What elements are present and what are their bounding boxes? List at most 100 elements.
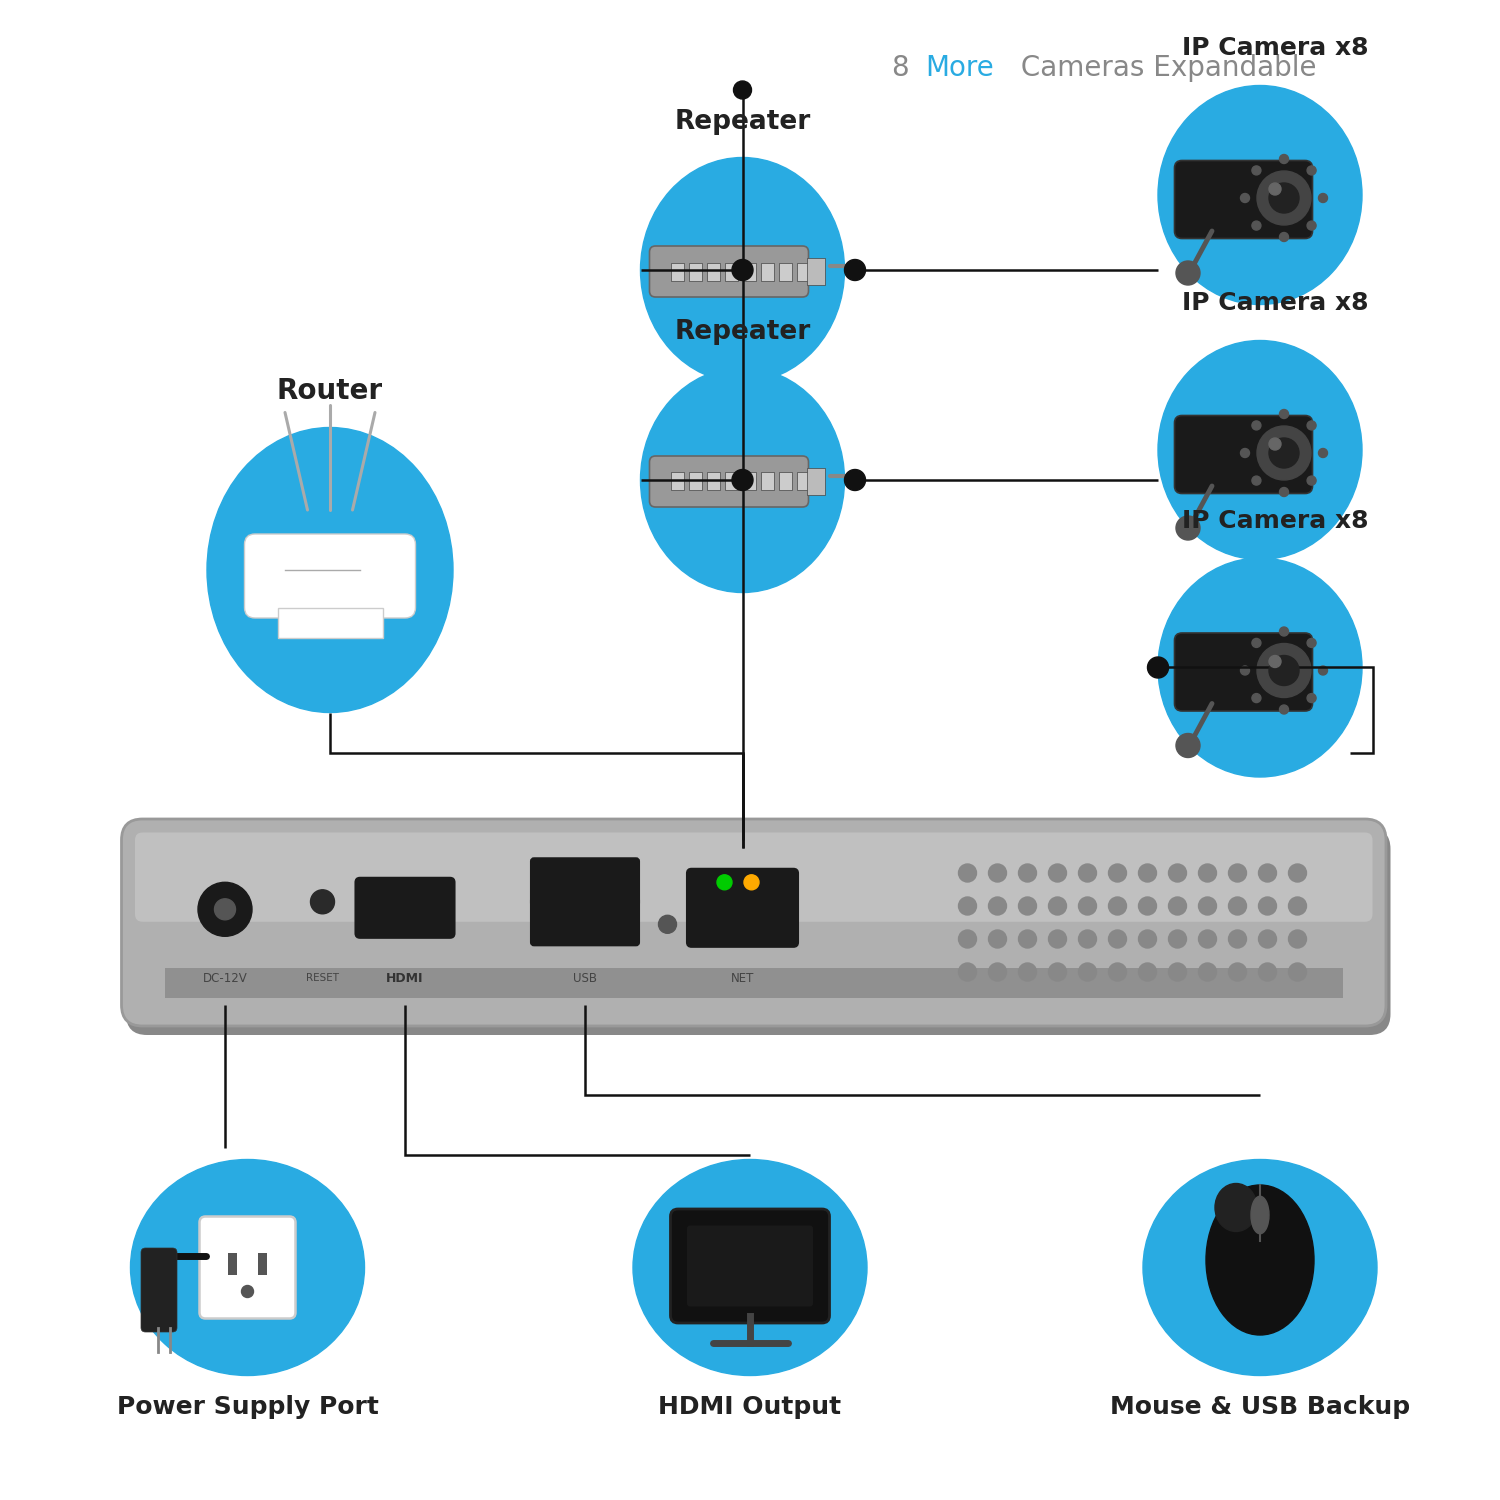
Circle shape	[1240, 448, 1250, 458]
FancyBboxPatch shape	[356, 878, 454, 938]
Circle shape	[1138, 930, 1156, 948]
Circle shape	[310, 890, 334, 914]
Text: USB: USB	[573, 972, 597, 984]
Ellipse shape	[633, 1160, 867, 1376]
Ellipse shape	[1206, 1185, 1314, 1335]
Circle shape	[1269, 656, 1281, 668]
Bar	[670, 262, 684, 280]
Circle shape	[1168, 897, 1186, 915]
Circle shape	[1269, 183, 1281, 195]
Circle shape	[1252, 639, 1262, 648]
Circle shape	[1257, 171, 1311, 225]
FancyBboxPatch shape	[687, 868, 798, 946]
Bar	[760, 262, 774, 280]
Text: Repeater: Repeater	[675, 110, 810, 135]
Bar	[778, 262, 792, 280]
Circle shape	[1019, 897, 1036, 915]
Text: DC-12V: DC-12V	[202, 972, 248, 984]
Circle shape	[1108, 963, 1126, 981]
Circle shape	[1280, 627, 1288, 636]
FancyBboxPatch shape	[122, 819, 1386, 1026]
Ellipse shape	[207, 427, 453, 712]
Circle shape	[1318, 448, 1328, 458]
Circle shape	[1258, 864, 1276, 882]
Circle shape	[658, 915, 676, 933]
Circle shape	[1306, 693, 1316, 702]
Circle shape	[1048, 864, 1066, 882]
FancyBboxPatch shape	[531, 897, 639, 945]
Circle shape	[732, 260, 753, 280]
Circle shape	[1280, 705, 1288, 714]
Ellipse shape	[1251, 1197, 1269, 1233]
Text: 8: 8	[892, 54, 920, 81]
Circle shape	[1258, 897, 1276, 915]
Circle shape	[242, 1286, 254, 1298]
FancyBboxPatch shape	[126, 828, 1391, 1035]
Circle shape	[744, 874, 759, 890]
Circle shape	[1288, 897, 1306, 915]
Circle shape	[988, 963, 1006, 981]
Circle shape	[1176, 516, 1200, 540]
Bar	[228, 1252, 237, 1275]
Bar	[258, 1252, 267, 1275]
Ellipse shape	[1158, 558, 1362, 777]
Text: IP Camera x8: IP Camera x8	[1182, 509, 1368, 532]
Circle shape	[1306, 166, 1316, 176]
Circle shape	[1228, 930, 1246, 948]
Ellipse shape	[130, 1160, 364, 1376]
Circle shape	[198, 882, 252, 936]
Circle shape	[1048, 897, 1066, 915]
Circle shape	[1306, 220, 1316, 230]
Circle shape	[844, 470, 865, 490]
Circle shape	[1269, 656, 1299, 686]
Circle shape	[1228, 963, 1246, 981]
Circle shape	[1252, 476, 1262, 484]
Circle shape	[1280, 488, 1288, 496]
Text: NET: NET	[730, 972, 754, 984]
Bar	[724, 472, 738, 490]
Circle shape	[1078, 963, 1096, 981]
Circle shape	[1228, 897, 1246, 915]
Circle shape	[1138, 897, 1156, 915]
Circle shape	[958, 864, 976, 882]
Circle shape	[1240, 194, 1250, 202]
Bar	[742, 262, 756, 280]
Bar	[706, 472, 720, 490]
Circle shape	[1306, 639, 1316, 648]
Bar	[760, 472, 774, 490]
FancyBboxPatch shape	[141, 1248, 177, 1332]
Ellipse shape	[640, 158, 844, 382]
Circle shape	[1280, 410, 1288, 419]
Circle shape	[1198, 963, 1216, 981]
Circle shape	[732, 470, 753, 490]
FancyBboxPatch shape	[244, 534, 416, 618]
Ellipse shape	[640, 368, 844, 592]
Circle shape	[1019, 963, 1036, 981]
Circle shape	[1148, 657, 1168, 678]
Text: HDMI: HDMI	[387, 972, 423, 984]
Circle shape	[1176, 261, 1200, 285]
Circle shape	[1269, 438, 1299, 468]
Circle shape	[1257, 644, 1311, 698]
Circle shape	[1168, 963, 1186, 981]
Circle shape	[1168, 864, 1186, 882]
Circle shape	[1258, 930, 1276, 948]
FancyBboxPatch shape	[1174, 633, 1312, 711]
Circle shape	[1252, 166, 1262, 176]
Ellipse shape	[1215, 1184, 1257, 1231]
Circle shape	[1318, 194, 1328, 202]
Circle shape	[988, 930, 1006, 948]
Circle shape	[1078, 930, 1096, 948]
Circle shape	[1306, 422, 1316, 430]
FancyBboxPatch shape	[531, 858, 639, 906]
Text: Router: Router	[278, 376, 382, 405]
FancyBboxPatch shape	[650, 456, 808, 507]
Circle shape	[1108, 930, 1126, 948]
FancyBboxPatch shape	[200, 1216, 296, 1318]
Circle shape	[1240, 666, 1250, 675]
Circle shape	[1198, 930, 1216, 948]
Circle shape	[1252, 220, 1262, 230]
Circle shape	[1228, 864, 1246, 882]
Bar	[724, 262, 738, 280]
Text: More: More	[926, 54, 994, 81]
